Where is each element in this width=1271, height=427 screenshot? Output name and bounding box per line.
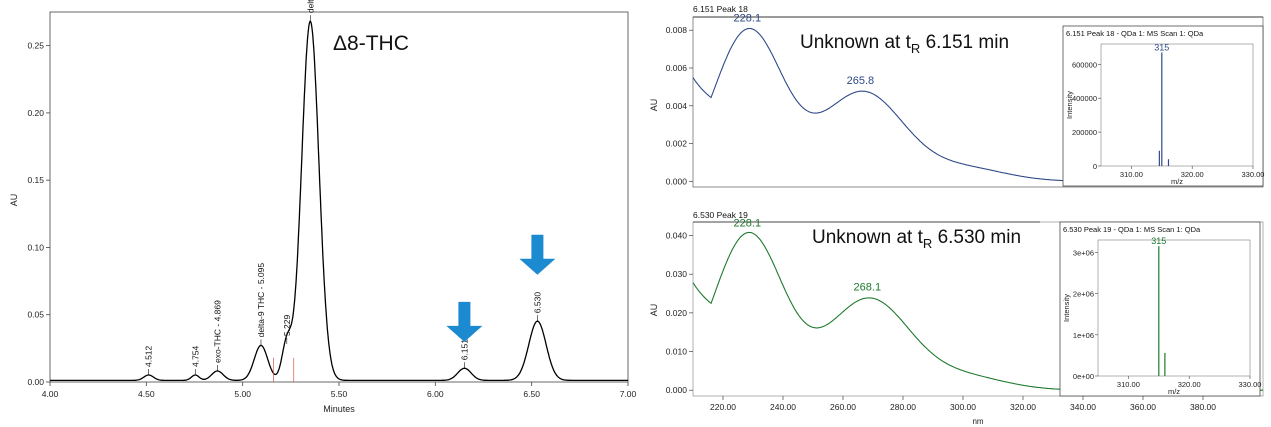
chromatogram-trace: [50, 20, 628, 382]
y-tick-label: 0.030: [666, 269, 688, 279]
peak-label: exo-THC - 4.869: [212, 300, 222, 363]
y-tick-label: 0.040: [666, 231, 688, 241]
delta8-thc-annotation: Δ8-THC: [333, 32, 409, 55]
x-tick-label: 240.00: [770, 402, 796, 412]
base-peak-label: 315: [1151, 236, 1166, 246]
inset-x-tick-label: 330.00: [1242, 170, 1265, 179]
inset-plot-frame: [1100, 43, 1254, 167]
uv18-y-axis-label: AU: [649, 99, 659, 112]
inset-y-tick-label: 0e+00: [1073, 372, 1094, 381]
y-tick-label: 0.020: [666, 308, 688, 318]
x-tick-label: 300.00: [950, 402, 976, 412]
y-tick-label: 0.00: [27, 377, 44, 387]
y-tick-label: 0.000: [666, 176, 688, 186]
uv18-title: 6.151 Peak 18: [693, 4, 748, 14]
inset-x-axis-label: m/z: [1168, 387, 1180, 396]
down-arrow-icon: [446, 301, 483, 342]
uv19-frame: [692, 221, 1264, 397]
peak-labels: 4.512 4.754 exo-THC - 4.869 delta-9 THC - 5…: [144, 0, 543, 367]
peak-label: 4.512: [144, 345, 154, 367]
peak-label: delta-9 THC - 5.095: [256, 263, 266, 338]
chromatogram-x-axis-label: Minutes: [323, 404, 355, 414]
inset-x-axis-label: m/z: [1171, 177, 1183, 186]
y-tick-label: 0.002: [666, 139, 688, 149]
uv19-ticks: 0.000 0.010 0.020 0.030 0.040 220.00 240.00 260…: [666, 231, 1217, 412]
inset-y-axis-label: Intensity: [1065, 91, 1074, 119]
inset-title: 6.530 Peak 19 - QDa 1: MS Scan 1: QDa: [1063, 225, 1201, 234]
inset-plot-frame: [1097, 239, 1251, 377]
y-tick-label: 0.15: [27, 175, 44, 185]
x-tick-label: 380.00: [1190, 402, 1216, 412]
x-tick-label: 4.50: [138, 389, 155, 399]
y-tick-label: 0.20: [27, 108, 44, 118]
y-tick-label: 0.006: [666, 63, 688, 73]
uv-panel-peak19: 6.530 Peak 19 0.000 0.010 0.020 0.030 0.040 2…: [649, 210, 1264, 426]
uv19-x-axis-label: nm: [972, 417, 983, 426]
inset-box: [1059, 221, 1261, 397]
x-tick-label: 6.50: [523, 389, 540, 399]
inset-y-tick-label: 600000: [1072, 60, 1097, 69]
lambda-max-label: 228.1: [734, 218, 762, 230]
peak-markers: [148, 15, 538, 382]
lambda-max-label: 228.1: [734, 13, 762, 25]
inset-y-tick-label: 1e+06: [1073, 331, 1094, 340]
ms-inset-peak18: 6.151 Peak 18 - QDa 1: MS Scan 1: QDa 310…: [1062, 25, 1265, 187]
peak-label: 5.229: [282, 315, 292, 337]
x-tick-label: 360.00: [1130, 402, 1156, 412]
uv-panel-peak18: 6.151 Peak 18 0.0000.0020.0040.0060.008 …: [649, 4, 1265, 188]
uv18-annotation: Unknown at tR 6.151 min: [800, 32, 1009, 56]
chromatogram-ticks: 4.00 4.50 5.00 5.50 6.00 6.50 7.00 0.00 0.05 0.10…: [27, 41, 636, 399]
y-tick-label: 0.000: [666, 385, 688, 395]
ms-inset-peak19: 6.530 Peak 19 - QDa 1: MS Scan 1: QDa 310…: [1059, 221, 1262, 397]
peak-label: 6.151: [459, 339, 469, 361]
inset-y-axis-label: Intensity: [1062, 294, 1071, 322]
inset-x-tick-label: 310.00: [1120, 170, 1143, 179]
x-tick-label: 340.00: [1070, 402, 1096, 412]
base-peak-label: 315: [1154, 42, 1169, 52]
inset-y-tick-label: 400000: [1072, 94, 1097, 103]
peak-label: 6.530: [532, 292, 542, 314]
inset-x-tick-label: 310.00: [1117, 380, 1140, 389]
inset-y-tick-label: 0: [1093, 162, 1097, 171]
x-tick-label: 220.00: [710, 402, 736, 412]
inset-title: 6.151 Peak 18 - QDa 1: MS Scan 1: QDa: [1066, 29, 1204, 38]
x-tick-label: 6.00: [427, 389, 444, 399]
inset-box: [1062, 25, 1264, 187]
peak-label: delta-8 THC - 5.351: [305, 0, 315, 13]
x-tick-label: 5.00: [234, 389, 251, 399]
y-tick-label: 0.25: [27, 41, 44, 51]
x-tick-label: 280.00: [890, 402, 916, 412]
uv19-annotation: Unknown at tR 6.530 min: [812, 227, 1021, 251]
lambda-max-label: 265.8: [847, 75, 875, 87]
uv18-ticks: 0.000 0.002 0.004 0.006 0.008: [666, 25, 693, 186]
inset-y-tick-label: 3e+06: [1073, 248, 1094, 257]
lambda-max-label: 268.1: [854, 282, 882, 294]
y-tick-label: 0.008: [666, 25, 688, 35]
inset-y-tick-label: 200000: [1072, 128, 1097, 137]
inset-x-tick-label: 320.00: [1181, 170, 1204, 179]
y-tick-label: 0.10: [27, 242, 44, 252]
y-tick-label: 0.05: [27, 310, 44, 320]
y-tick-label: 0.010: [666, 347, 688, 357]
uv18-maxima-labels: 228.1 265.8: [734, 13, 875, 87]
x-tick-label: 4.00: [42, 389, 59, 399]
x-tick-label: 5.50: [331, 389, 348, 399]
x-tick-label: 320.00: [1010, 402, 1036, 412]
x-tick-label: 260.00: [830, 402, 856, 412]
chromatogram-y-axis-label: AU: [9, 194, 19, 207]
inset-x-tick-label: 330.00: [1239, 380, 1262, 389]
x-tick-label: 7.00: [620, 389, 637, 399]
peak-label: 4.754: [190, 345, 200, 367]
inset-y-tick-label: 2e+06: [1073, 290, 1094, 299]
inset-x-tick-label: 320.00: [1178, 380, 1201, 389]
down-arrow-icon: [519, 234, 556, 275]
y-tick-label: 0.004: [666, 101, 688, 111]
arrows: [446, 234, 556, 342]
chromatogram-panel: 4.00 4.50 5.00 5.50 6.00 6.50 7.00 0.00 0.05 0.10…: [9, 0, 637, 414]
uv19-title: 6.530 Peak 19: [693, 210, 748, 220]
uv19-y-axis-label: AU: [649, 304, 659, 317]
uv19-maxima-labels: 228.1 268.1: [734, 218, 882, 294]
